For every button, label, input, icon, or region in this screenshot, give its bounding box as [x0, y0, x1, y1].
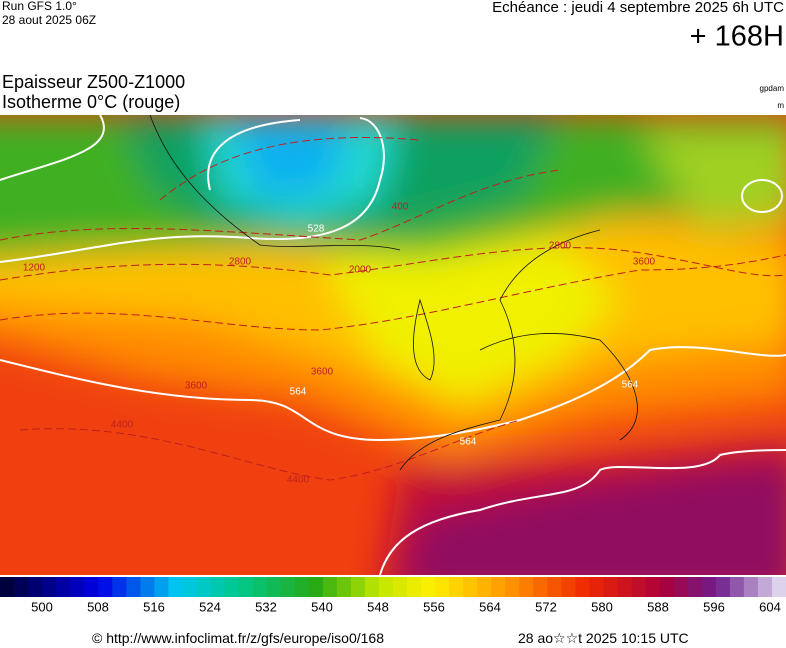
colorbar-swatch — [659, 577, 675, 597]
contour-label: 4400 — [111, 420, 134, 431]
colorbar-label: 556 — [423, 599, 445, 614]
colorbar-swatch — [715, 577, 731, 597]
colorbar-swatch — [224, 577, 240, 597]
colorbar-swatch — [463, 577, 478, 597]
contour-label: 3600 — [185, 381, 208, 392]
run-label: 28 aout 2025 06Z — [2, 13, 96, 27]
colorbar-swatch — [84, 577, 99, 597]
unit-label: gpdam — [760, 84, 785, 93]
colorbar-label: 572 — [535, 599, 557, 614]
colorbar-swatch — [378, 577, 394, 597]
colorbar-swatch — [435, 577, 450, 597]
colorbar-swatch — [673, 577, 689, 597]
colorbar-swatch — [603, 577, 619, 597]
colorbar-swatch — [743, 577, 759, 597]
colorbar-swatch — [336, 577, 352, 597]
colorbar-swatch — [575, 577, 590, 597]
colorbar-swatch — [729, 577, 745, 597]
contour-label: 2800 — [549, 241, 572, 252]
contour-label: 4400 — [287, 475, 310, 486]
unit-label: m — [777, 101, 784, 110]
colorbar-swatch — [140, 577, 155, 597]
colorbar-swatch — [350, 577, 366, 597]
colorbar-swatch — [238, 577, 254, 597]
colorbar-swatch — [701, 577, 717, 597]
colorbar-swatch — [322, 577, 338, 597]
timestamp: 28 ao☆☆t 2025 10:15 UTC — [518, 630, 689, 646]
colorbar-label: 532 — [255, 599, 277, 614]
colorbar-swatch — [182, 577, 197, 597]
colorbar-swatch — [393, 577, 408, 597]
contour-label: 2800 — [229, 257, 252, 268]
colorbar-swatch — [477, 577, 492, 597]
colorbar-label: 564 — [479, 599, 501, 614]
colorbar-swatch — [70, 577, 85, 597]
colorbar-swatch — [196, 577, 212, 597]
colorbar-swatch — [252, 577, 268, 597]
colorbar-swatch — [533, 577, 548, 597]
colorbar-label: 548 — [367, 599, 389, 614]
contour-label: 2000 — [349, 265, 372, 276]
colorbar-label: 524 — [199, 599, 221, 614]
colorbar-label: 508 — [87, 599, 109, 614]
colorbar-swatch — [617, 577, 633, 597]
contour-label: 528 — [308, 224, 325, 235]
contour-label: 3600 — [311, 367, 334, 378]
colorbar-swatch — [687, 577, 703, 597]
contour-label: 564 — [290, 387, 307, 398]
colorbar-swatch — [505, 577, 520, 597]
colorbar-label: 540 — [311, 599, 333, 614]
colorbar-swatch — [266, 577, 282, 597]
colorbar-swatch — [294, 577, 310, 597]
colorbar-swatch — [491, 577, 506, 597]
colorbar-swatch — [210, 577, 226, 597]
colorbar-swatch — [168, 577, 183, 597]
map — [0, 115, 786, 575]
colorbar-swatch — [645, 577, 661, 597]
valid-label: Echéance : jeudi 4 septembre 2025 6h UTC — [492, 0, 784, 16]
colorbar-swatch — [0, 577, 15, 597]
colorbar-label: 516 — [143, 599, 165, 614]
colorbar-swatch — [407, 577, 422, 597]
colorbar-swatch — [98, 577, 113, 597]
contour-label: 564 — [460, 437, 477, 448]
colorbar-swatch — [56, 577, 71, 597]
colorbar-swatch — [280, 577, 296, 597]
lead-label: + 168H — [690, 21, 784, 53]
contour-label: 400 — [392, 202, 409, 213]
colorbar-swatch — [547, 577, 562, 597]
colorbar-swatch — [631, 577, 647, 597]
colorbar-swatch — [14, 577, 29, 597]
colorbar-label: 604 — [759, 599, 781, 614]
colorbar-swatch — [364, 577, 380, 597]
colorbar-swatch — [154, 577, 169, 597]
colorbar-label: 596 — [703, 599, 725, 614]
source-link: © http://www.infoclimat.fr/z/gfs/europe/… — [92, 630, 385, 646]
colorbar-swatch — [42, 577, 57, 597]
colorbar-swatch — [449, 577, 464, 597]
colorbar-swatch — [589, 577, 605, 597]
colorbar-swatch — [112, 577, 127, 597]
colorbar-swatch — [771, 577, 786, 597]
contour-label: 564 — [622, 380, 639, 391]
colorbar-swatch — [757, 577, 773, 597]
colorbar-label: 500 — [31, 599, 53, 614]
title-line1: Epaisseur Z500-Z1000 — [2, 72, 185, 92]
colorbar-swatch — [308, 577, 324, 597]
title-line2: Isotherme 0°C (rouge) — [2, 92, 180, 112]
contour-label: 1200 — [23, 263, 46, 274]
colorbar-label: 580 — [591, 599, 613, 614]
colorbar-swatch — [561, 577, 576, 597]
colorbar-swatch — [421, 577, 436, 597]
model-label: Run GFS 1.0° — [2, 0, 77, 13]
colorbar-swatch — [28, 577, 43, 597]
colorbar-swatch — [126, 577, 141, 597]
colorbar-swatch — [519, 577, 534, 597]
contour-label: 3600 — [633, 257, 656, 268]
colorbar-label: 588 — [647, 599, 669, 614]
